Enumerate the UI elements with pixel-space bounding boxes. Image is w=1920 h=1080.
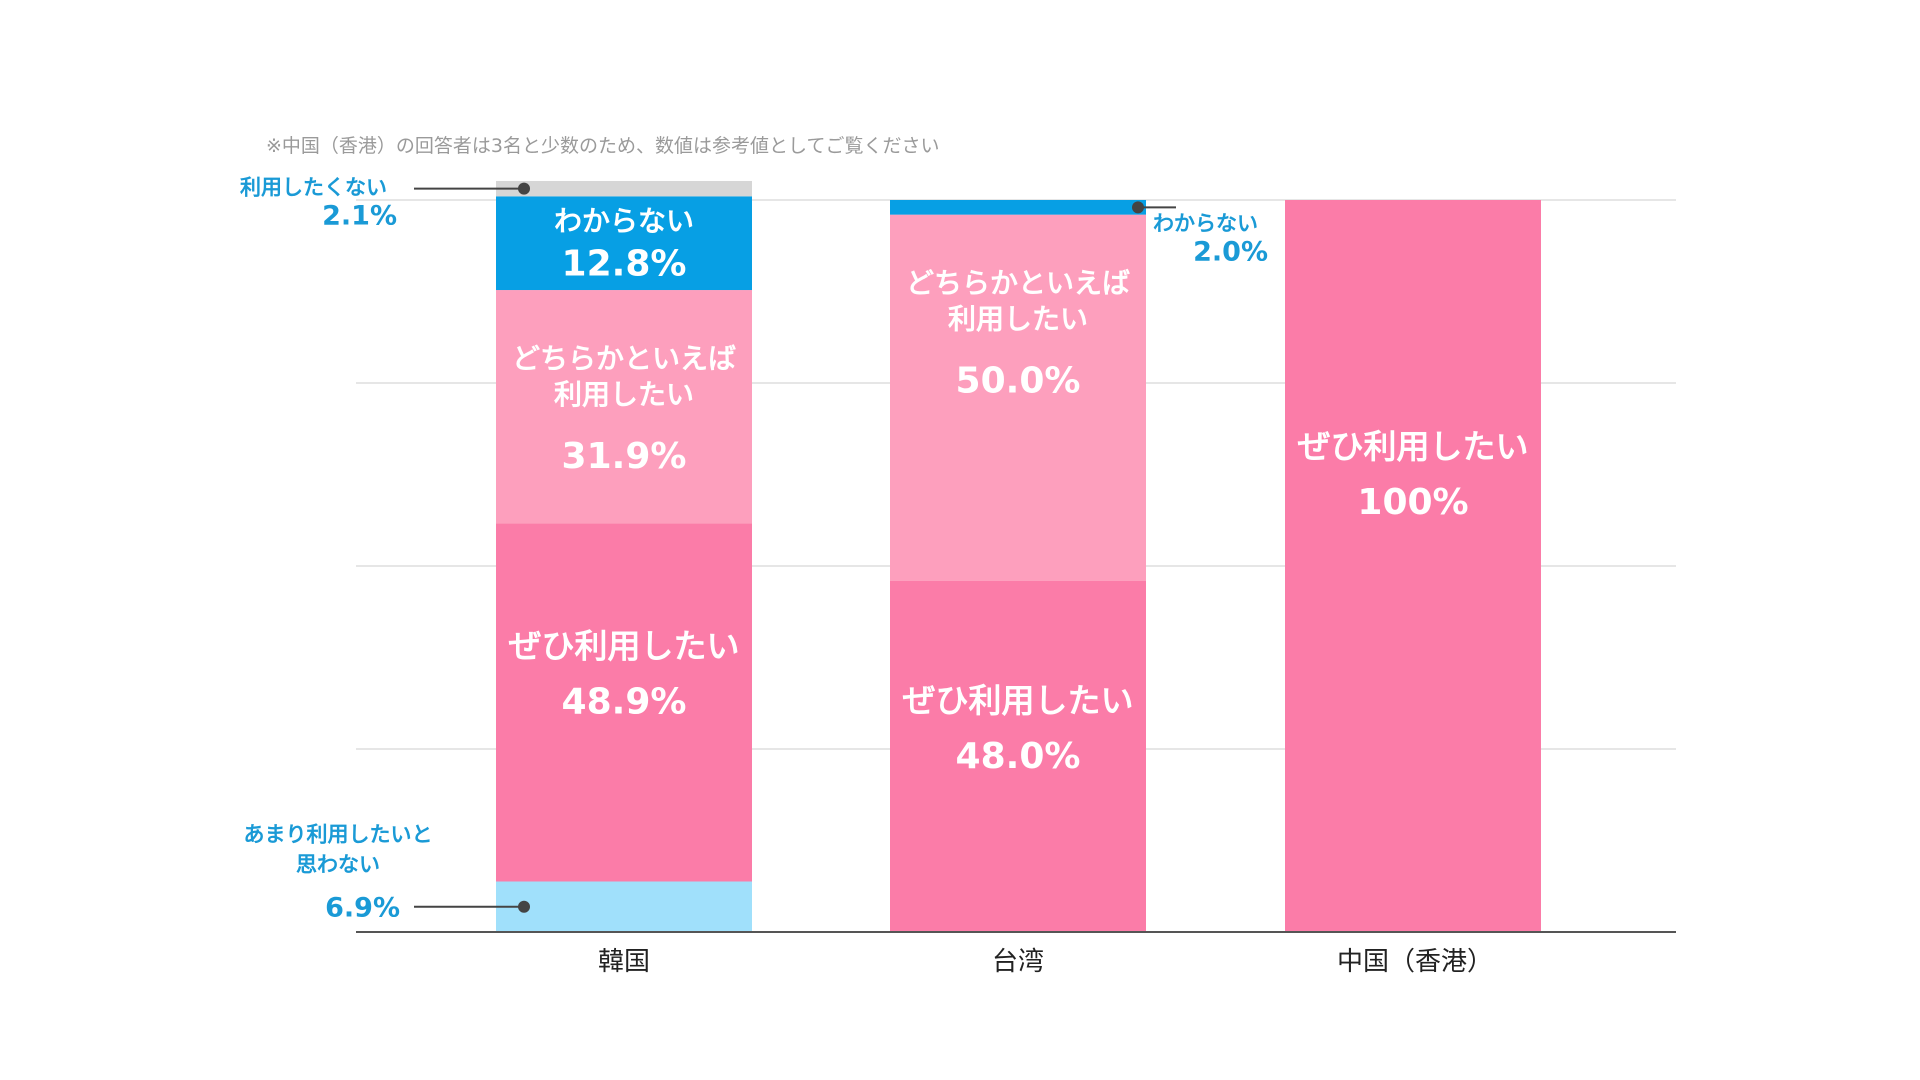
bar-segment-zehi-1 [890, 580, 1146, 932]
callout-dot [518, 182, 530, 195]
callout-dot [1132, 201, 1144, 214]
bar-segment-wakaranai-0 [496, 196, 752, 291]
callout-label-text: 思わない [296, 853, 380, 877]
callout-value-label: 6.9% [325, 893, 400, 924]
bar-segment-wakaranai-1 [890, 200, 1146, 215]
segment-value-label: 50.0% [956, 361, 1081, 402]
bar-segment-riyou_shitakunai-0 [496, 180, 752, 197]
bar-segment-dochiraka-0 [496, 290, 752, 524]
segment-label-text: ぜひ利用したい [509, 627, 740, 666]
segment-value-label: 12.8% [562, 243, 687, 284]
segment-label-text: ぜひ利用したい [1298, 427, 1529, 466]
segment-label-text: どちらかといえば [512, 342, 736, 375]
segment-label-text: ぜひ利用したい [903, 681, 1134, 720]
x-tick-label: 中国（香港） [1337, 947, 1493, 977]
callout-label-text: わからない [1153, 211, 1258, 235]
bar-segment-amari-0 [496, 881, 752, 932]
segment-value-label: 31.9% [562, 436, 687, 477]
callout-dot [518, 900, 530, 913]
callout-value-label: 2.1% [322, 201, 397, 232]
segment-value-label: 100% [1357, 482, 1468, 523]
segment-label-text: 利用したい [948, 303, 1088, 336]
bar-segments [496, 180, 1541, 932]
segment-label-text: わからない [554, 204, 694, 237]
callout-label-text: あまり利用したいと [244, 823, 433, 847]
callout-value-label: 2.0% [1193, 236, 1268, 267]
segment-labels: わからない12.8%どちらかといえば利用したい31.9%ぜひ利用したい48.9%… [509, 204, 1529, 777]
bar-segment-zehi-2 [1285, 200, 1541, 932]
chart-note: ※中国（香港）の回答者は3名と少数のため、数値は参考値としてご覧ください [266, 135, 939, 157]
bar-segment-zehi-0 [496, 523, 752, 882]
bar-segment-dochiraka-1 [890, 214, 1146, 581]
segment-label-text: どちらかといえば [906, 267, 1130, 300]
segment-label-text: 利用したい [554, 378, 694, 411]
callout-label-text: 利用したくない [240, 176, 387, 200]
x-tick-label: 台湾 [992, 947, 1044, 977]
segment-value-label: 48.9% [562, 682, 687, 723]
x-tick-label: 韓国 [598, 947, 650, 977]
x-tick-labels: 韓国 台湾 中国（香港） [598, 947, 1493, 977]
segment-value-label: 48.0% [956, 736, 1081, 777]
